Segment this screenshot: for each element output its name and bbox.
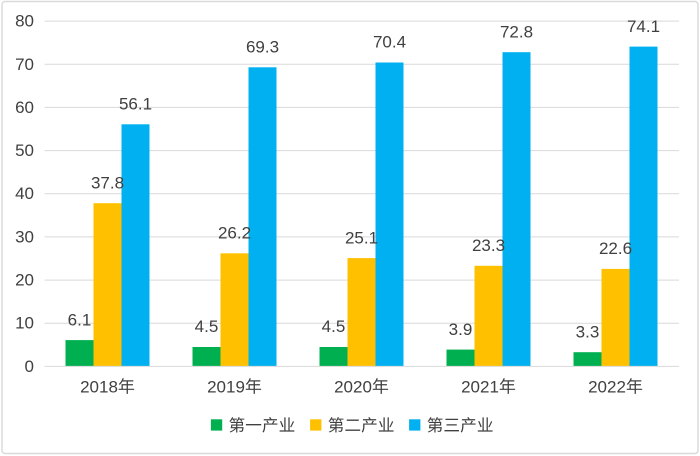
svg-text:3.9: 3.9	[449, 320, 473, 339]
svg-text:6.1: 6.1	[68, 310, 92, 329]
svg-text:70.4: 70.4	[373, 33, 406, 52]
svg-text:74.1: 74.1	[627, 17, 660, 36]
svg-text:26.2: 26.2	[218, 224, 251, 243]
svg-text:4.5: 4.5	[195, 317, 219, 336]
svg-text:37.8: 37.8	[91, 173, 124, 192]
svg-text:0: 0	[25, 357, 34, 376]
svg-text:2020: 2020	[334, 378, 372, 397]
svg-text:22.6: 22.6	[599, 239, 632, 258]
svg-text:40: 40	[15, 184, 34, 203]
svg-text:72.8: 72.8	[500, 22, 533, 41]
svg-text:25.1: 25.1	[345, 228, 378, 247]
svg-text:30: 30	[15, 227, 34, 246]
svg-text:23.3: 23.3	[472, 236, 505, 255]
svg-text:4.5: 4.5	[322, 317, 346, 336]
svg-text:60: 60	[15, 98, 34, 117]
svg-text:20: 20	[15, 271, 34, 290]
svg-text:2018: 2018	[80, 378, 118, 397]
svg-text:80: 80	[15, 12, 34, 31]
svg-text:2022: 2022	[588, 378, 626, 397]
svg-text:56.1: 56.1	[119, 95, 152, 114]
svg-text:2019: 2019	[207, 378, 245, 397]
svg-text:50: 50	[15, 141, 34, 160]
svg-text:70: 70	[15, 55, 34, 74]
svg-text:10: 10	[15, 314, 34, 333]
svg-text:3.3: 3.3	[576, 322, 600, 341]
svg-text:2021: 2021	[461, 378, 499, 397]
svg-text:69.3: 69.3	[246, 38, 279, 57]
